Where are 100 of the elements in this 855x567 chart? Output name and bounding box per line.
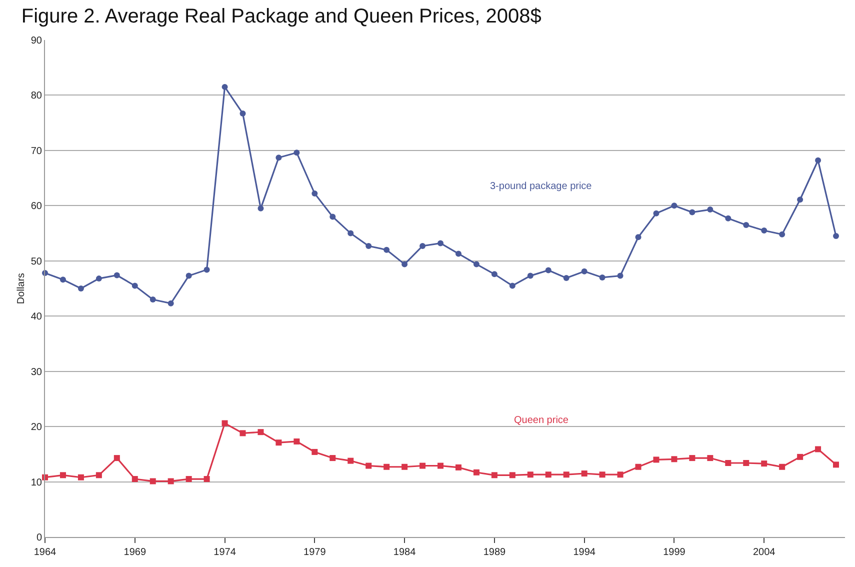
- point: [635, 464, 642, 470]
- point: [240, 110, 246, 116]
- point: [348, 230, 354, 236]
- point: [689, 209, 696, 216]
- point: [330, 455, 336, 462]
- y-tick-label: 70: [30, 146, 42, 157]
- point: [455, 250, 462, 257]
- point: [384, 246, 390, 253]
- x-tick-label: 1984: [393, 547, 416, 558]
- point: [455, 464, 462, 470]
- point: [617, 272, 624, 279]
- point: [761, 460, 768, 467]
- text: Queen price: [514, 415, 569, 426]
- point: [671, 202, 678, 209]
- x-tick-label: 1974: [214, 547, 236, 558]
- point: [222, 420, 228, 426]
- point: [276, 154, 282, 161]
- point: [491, 271, 498, 278]
- point: [815, 157, 822, 164]
- point: [366, 242, 372, 249]
- point: [653, 210, 660, 216]
- point: [527, 472, 534, 478]
- point: [473, 261, 480, 268]
- point: [707, 206, 714, 213]
- point: [186, 476, 192, 482]
- point: [815, 446, 822, 452]
- point: [635, 234, 642, 240]
- point: [258, 205, 264, 212]
- point: [294, 438, 300, 444]
- point: [438, 240, 444, 246]
- point: [491, 472, 498, 478]
- point: [563, 275, 570, 282]
- y-tick-label: 90: [30, 36, 42, 46]
- point: [671, 456, 678, 462]
- point: [509, 472, 516, 478]
- x-tick-label: 1979: [304, 547, 326, 558]
- point: [330, 214, 336, 220]
- point: [761, 228, 768, 234]
- point: [689, 455, 696, 462]
- y-tick-label: 50: [30, 256, 42, 268]
- point: [653, 456, 660, 463]
- point: [168, 300, 174, 306]
- point: [743, 460, 750, 466]
- point: [294, 150, 300, 156]
- point: [833, 233, 840, 240]
- point: [150, 296, 156, 303]
- y-tick-label: 60: [30, 201, 42, 212]
- point: [132, 476, 138, 482]
- y-tick-label: 80: [30, 90, 42, 102]
- y-tick-label: 30: [30, 366, 42, 378]
- point: [509, 282, 516, 289]
- x-tick-label: 1964: [34, 547, 57, 558]
- point: [725, 460, 732, 466]
- x-tick-label: 1989: [483, 547, 506, 558]
- x-tick-label: 2004: [752, 547, 776, 558]
- point: [833, 462, 840, 468]
- point: [168, 478, 174, 484]
- y-tick-label: 10: [30, 477, 42, 488]
- point: [60, 472, 66, 478]
- point: [420, 242, 426, 249]
- point: [366, 462, 372, 469]
- point: [114, 272, 120, 278]
- point: [204, 476, 210, 482]
- x-tick-label: 1999: [663, 547, 686, 558]
- y-tick-label: 20: [30, 422, 42, 434]
- point: [240, 430, 246, 436]
- point: [312, 448, 318, 455]
- point: [78, 474, 84, 480]
- point: [707, 455, 714, 462]
- text: 3-pound package price: [490, 181, 592, 192]
- point: [545, 267, 552, 274]
- point: [563, 472, 570, 478]
- point: [797, 454, 804, 460]
- point: [402, 464, 408, 470]
- point: [545, 472, 552, 478]
- point: [617, 472, 624, 478]
- y-tick-label: 0: [36, 532, 42, 544]
- point: [78, 286, 84, 292]
- x-tick-label: 1994: [573, 547, 596, 558]
- point: [204, 266, 210, 273]
- point: [581, 470, 588, 476]
- point: [384, 464, 390, 470]
- point: [599, 274, 606, 280]
- point: [114, 455, 120, 462]
- point: [581, 268, 588, 274]
- point: [276, 440, 282, 446]
- point: [599, 472, 606, 478]
- point: [779, 464, 786, 470]
- point: [779, 231, 786, 238]
- point: [420, 462, 426, 469]
- point: [222, 84, 228, 90]
- point: [797, 196, 804, 203]
- point: [473, 469, 480, 476]
- point: [258, 429, 264, 436]
- point: [132, 282, 138, 289]
- point: [743, 222, 750, 228]
- point: [725, 215, 732, 222]
- point: [527, 272, 534, 279]
- point: [96, 472, 102, 478]
- point: [96, 276, 102, 282]
